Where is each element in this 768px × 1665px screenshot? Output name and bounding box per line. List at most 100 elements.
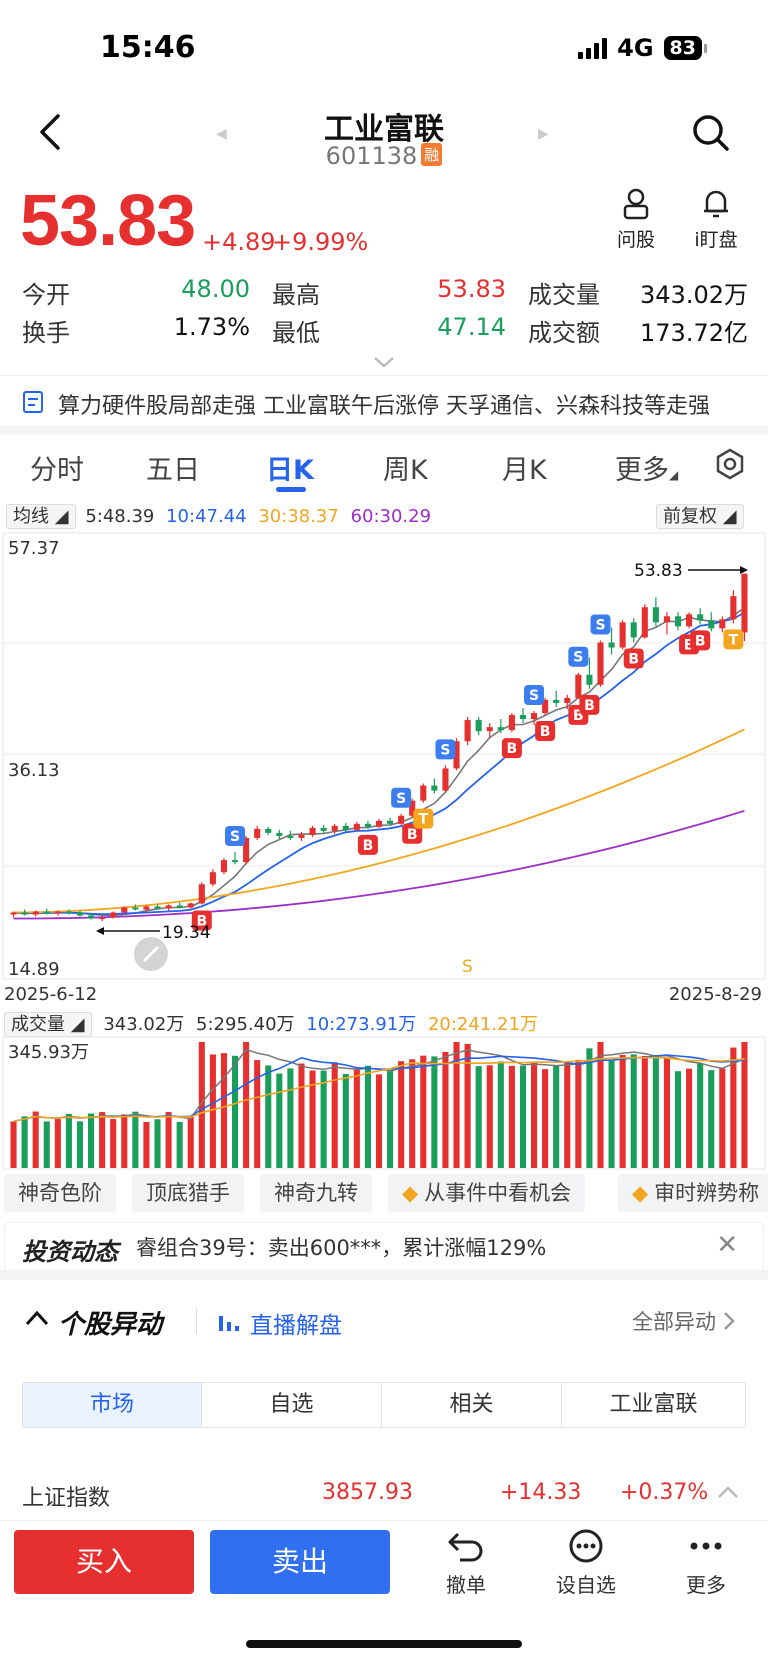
volume-chart[interactable]: 345.93万 bbox=[0, 1036, 768, 1170]
volume-bar bbox=[331, 1062, 338, 1168]
invest-text[interactable]: 睿组合39号：卖出600***，累计涨幅129% bbox=[136, 1236, 547, 1260]
tab-five-day[interactable]: 五日 bbox=[146, 455, 200, 486]
settings-icon[interactable] bbox=[714, 448, 746, 480]
candle-body bbox=[431, 785, 438, 791]
volume-bar bbox=[553, 1065, 560, 1168]
feature-nine-turn[interactable]: 神奇九转 bbox=[260, 1174, 372, 1212]
volume-frame bbox=[2, 1036, 766, 1170]
candle-body bbox=[10, 912, 17, 915]
signal-letter: B bbox=[196, 913, 207, 929]
news-bar[interactable] bbox=[0, 375, 768, 427]
candle-body bbox=[110, 912, 117, 918]
feature-color-scale[interactable]: 神奇色阶 bbox=[4, 1174, 116, 1212]
index-name[interactable]: 上证指数 bbox=[22, 1486, 111, 1511]
index-value: 3857.93 bbox=[322, 1480, 413, 1505]
candle-body bbox=[154, 906, 161, 909]
ask-stock-button[interactable]: 问股 bbox=[610, 188, 662, 252]
signal-letter: S bbox=[529, 688, 539, 704]
stock-code-row: 601138 融 bbox=[0, 142, 768, 170]
signal-letter: B bbox=[584, 698, 595, 714]
tab-more-label: 更多 bbox=[615, 455, 669, 486]
search-icon[interactable] bbox=[692, 114, 730, 152]
live-commentary-link[interactable]: 直播解盘 bbox=[250, 1313, 342, 1339]
signal-marker: T bbox=[413, 808, 434, 829]
tab-monthly-k[interactable]: 月K bbox=[502, 455, 547, 486]
vol-ma5: 5:295.40万 bbox=[196, 1014, 295, 1035]
volume-bar bbox=[619, 1055, 626, 1168]
signal-badge bbox=[690, 630, 711, 651]
feature-trend[interactable]: ◆ 审时辨势称 bbox=[618, 1174, 768, 1212]
signal-badge bbox=[535, 721, 556, 742]
volume-bar bbox=[342, 1073, 349, 1168]
ma60-line bbox=[13, 809, 745, 920]
volume-bar bbox=[442, 1051, 449, 1168]
all-alerts-link[interactable]: 全部异动 bbox=[632, 1310, 716, 1334]
volume-bar bbox=[453, 1042, 460, 1168]
index-pct: +0.37% bbox=[620, 1480, 709, 1505]
cancel-order-button[interactable]: 撤单 bbox=[426, 1528, 506, 1598]
close-icon[interactable]: ✕ bbox=[716, 1230, 738, 1260]
prev-stock-icon[interactable]: ◀ bbox=[216, 126, 227, 142]
tab-intraday[interactable]: 分时 bbox=[30, 455, 84, 486]
segment-stock[interactable]: 工业富联 bbox=[561, 1382, 746, 1428]
candle-body bbox=[597, 642, 604, 685]
volume-bar bbox=[10, 1121, 17, 1168]
candle-body bbox=[564, 697, 571, 703]
candle-body bbox=[530, 713, 538, 720]
ask-stock-label: 问股 bbox=[616, 229, 655, 251]
candle-body bbox=[553, 699, 560, 703]
add-watchlist-button[interactable]: 设自选 bbox=[546, 1528, 626, 1598]
buy-button[interactable]: 买入 bbox=[14, 1530, 194, 1594]
signal-marker: B bbox=[402, 823, 423, 844]
tab-more[interactable]: 更多◢ bbox=[615, 455, 679, 486]
news-headline[interactable]: 算力硬件股局部走强 工业富联午后涨停 天孚通信、兴森科技等走强 bbox=[58, 394, 710, 419]
watch-button[interactable]: i盯盘 bbox=[686, 188, 746, 252]
more-button[interactable]: 更多 bbox=[666, 1528, 746, 1598]
sell-button[interactable]: 卖出 bbox=[210, 1530, 390, 1594]
back-arrow-icon[interactable] bbox=[36, 112, 64, 152]
ma-selector[interactable]: 均线 ◢ bbox=[6, 504, 76, 529]
volume-bar bbox=[65, 1113, 72, 1168]
expand-up-icon[interactable] bbox=[716, 1484, 740, 1500]
next-stock-icon[interactable]: ▶ bbox=[538, 126, 549, 142]
volume-bar bbox=[652, 1055, 659, 1168]
volume-bar bbox=[564, 1062, 571, 1168]
feature-event-chance[interactable]: ◆ 从事件中看机会 bbox=[388, 1174, 586, 1212]
tab-daily-k[interactable]: 日K bbox=[266, 455, 314, 486]
signal-badge bbox=[402, 823, 423, 844]
volume-selector[interactable]: 成交量 ◢ bbox=[4, 1012, 92, 1037]
signal-marker: S bbox=[435, 739, 456, 760]
segment-related[interactable]: 相关 bbox=[381, 1382, 562, 1428]
chevron-right-icon[interactable] bbox=[722, 1310, 736, 1332]
volume-bar bbox=[686, 1068, 693, 1168]
volume-bar bbox=[143, 1121, 150, 1168]
low-label: 19.34 bbox=[162, 923, 211, 943]
ma10-value: 10:47.44 bbox=[166, 506, 247, 527]
candle-body bbox=[99, 917, 106, 920]
segment-watchlist[interactable]: 自选 bbox=[201, 1382, 382, 1428]
section-title: 个股异动 bbox=[58, 1310, 163, 1340]
volume-bars bbox=[10, 1042, 748, 1168]
feature-top-bottom[interactable]: 顶底猎手 bbox=[132, 1174, 244, 1212]
volume-bar bbox=[519, 1065, 527, 1168]
candle-body bbox=[220, 860, 228, 873]
candle-body bbox=[287, 835, 294, 838]
segment-market[interactable]: 市场 bbox=[22, 1382, 202, 1428]
volume-bar bbox=[154, 1119, 161, 1168]
volume-y-top: 345.93万 bbox=[8, 1042, 89, 1063]
invest-title: 投资动态 bbox=[22, 1238, 118, 1266]
adjust-selector[interactable]: 前复权 ◢ bbox=[656, 502, 744, 529]
signal-badge bbox=[357, 834, 378, 855]
signal-badge bbox=[568, 646, 589, 667]
collapse-chevron-icon[interactable] bbox=[24, 1308, 50, 1328]
ma-chip-label: 均线 bbox=[13, 506, 49, 527]
expand-chevron-icon[interactable] bbox=[372, 355, 396, 369]
signal-marker: S bbox=[568, 646, 589, 667]
volume-bar bbox=[486, 1065, 493, 1168]
date-end: 2025-8-29 bbox=[668, 984, 762, 1005]
signal-badge bbox=[590, 614, 611, 635]
tab-weekly-k[interactable]: 周K bbox=[383, 455, 428, 486]
candle-body bbox=[76, 912, 84, 916]
